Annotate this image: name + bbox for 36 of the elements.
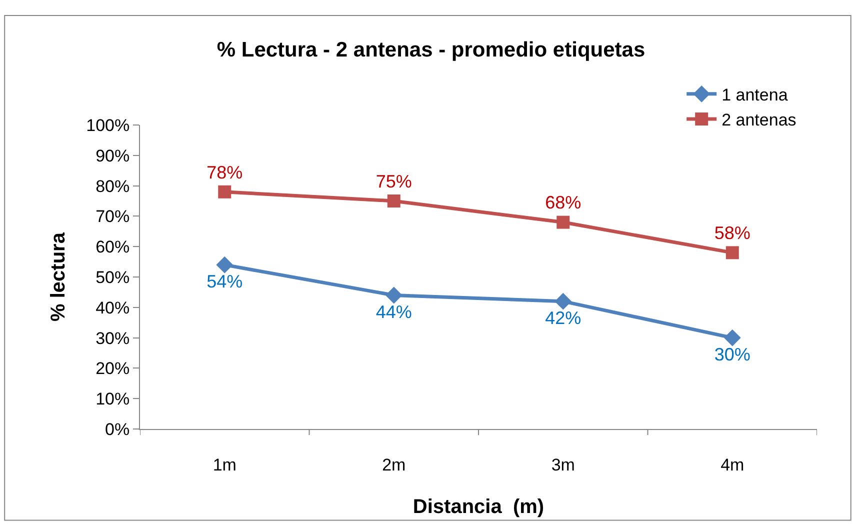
- x-tick-label: 4m: [720, 455, 744, 474]
- data-label: 44%: [376, 302, 412, 322]
- legend-label: 1 antena: [722, 86, 788, 105]
- y-tick-label: 20%: [96, 359, 130, 378]
- point: [387, 194, 400, 208]
- y-tick-label: 90%: [96, 146, 130, 166]
- legend-label: 2 antenas: [722, 110, 796, 130]
- chart-title: % Lectura - 2 antenas - promedio etiquetas: [216, 38, 646, 62]
- point: [556, 216, 570, 229]
- point: [216, 256, 234, 274]
- point: [724, 329, 741, 346]
- y-tick-label: 0%: [105, 420, 130, 439]
- y-tick-label: 10%: [96, 390, 130, 409]
- data-label: 75%: [376, 171, 412, 192]
- data-label: 58%: [714, 223, 750, 244]
- y-tick-label: 50%: [96, 268, 130, 287]
- y-tick-label: 30%: [96, 328, 130, 348]
- data-label: 30%: [714, 344, 750, 364]
- point: [554, 292, 572, 310]
- point: [385, 286, 402, 304]
- y-tick-label: 60%: [96, 238, 130, 257]
- point: [726, 246, 739, 260]
- data-label: 68%: [545, 192, 582, 213]
- y-axis-title: % lectura: [48, 232, 70, 322]
- data-label: 78%: [206, 162, 243, 182]
- y-tick-label: 80%: [96, 176, 130, 196]
- x-tick-label: 3m: [551, 455, 575, 474]
- x-axis-title: Distancia (m): [412, 496, 544, 518]
- y-tick-label: 100%: [86, 116, 130, 135]
- data-label: 42%: [545, 308, 582, 328]
- x-tick-label: 1m: [212, 455, 236, 474]
- x-tick-label: 2m: [382, 455, 406, 474]
- y-tick-label: 40%: [96, 298, 130, 318]
- point: [218, 185, 232, 198]
- data-label: 54%: [206, 271, 243, 292]
- y-tick-label: 70%: [96, 207, 130, 226]
